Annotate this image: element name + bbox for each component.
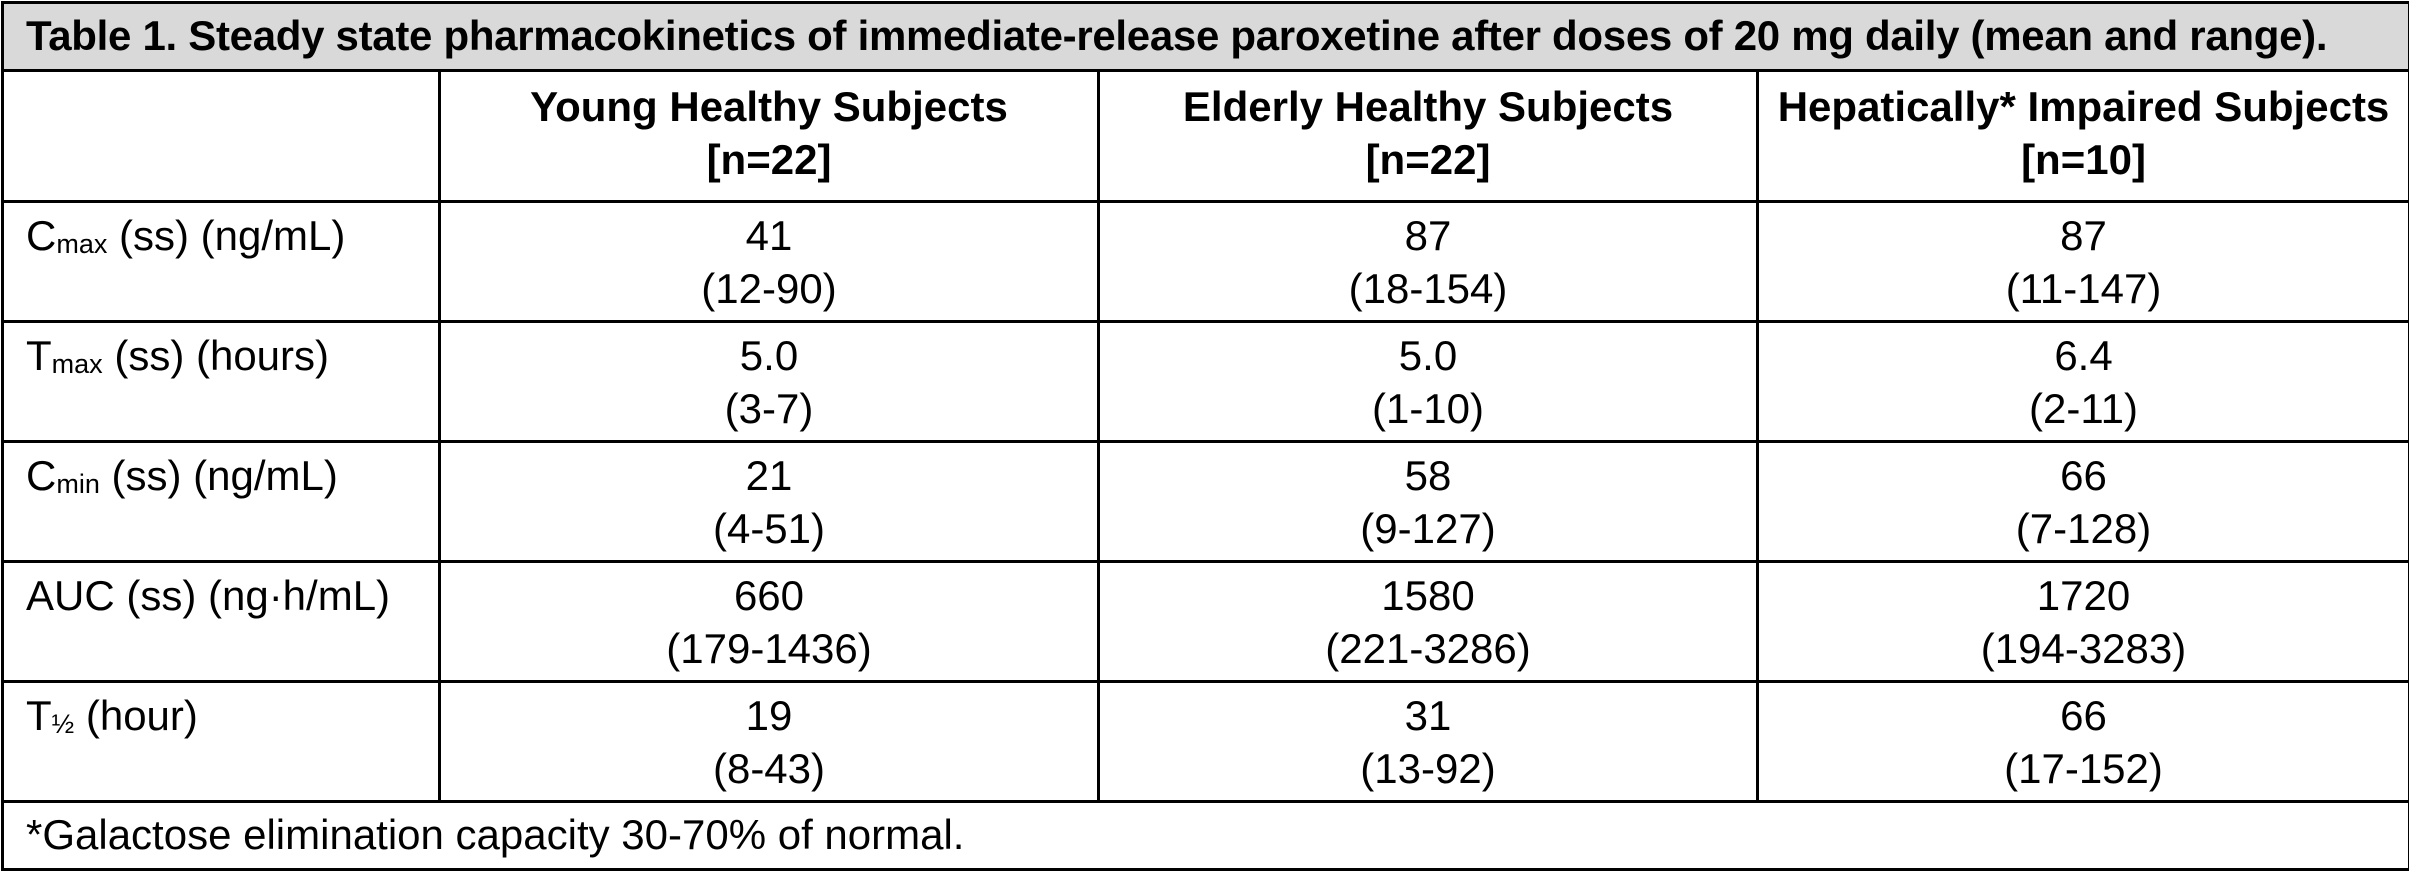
table-cell: 1580(221-3286) bbox=[1099, 562, 1758, 682]
cell-mean: 31 bbox=[1100, 689, 1756, 742]
label-main: AUC (ss) (ng·h/mL) bbox=[26, 572, 390, 619]
cell-range: (221-3286) bbox=[1100, 622, 1756, 675]
cell-range: (194-3283) bbox=[1759, 622, 2408, 675]
cell-mean: 41 bbox=[441, 209, 1097, 262]
cell-range: (11-147) bbox=[1759, 262, 2408, 315]
caption-row: Table 1. Steady state pharmacokinetics o… bbox=[3, 3, 2409, 71]
cell-range: (17-152) bbox=[1759, 742, 2408, 795]
table-caption: Table 1. Steady state pharmacokinetics o… bbox=[3, 3, 2409, 71]
table-cell: 5.0(1-10) bbox=[1099, 322, 1758, 442]
column-n: [n=10] bbox=[1759, 133, 2408, 186]
cell-range: (1-10) bbox=[1100, 382, 1756, 435]
cell-mean: 66 bbox=[1759, 449, 2408, 502]
header-row: Young Healthy Subjects [n=22] Elderly He… bbox=[3, 71, 2409, 202]
row-label-auc: AUC (ss) (ng·h/mL) bbox=[3, 562, 440, 682]
table-cell: 58(9-127) bbox=[1099, 442, 1758, 562]
cell-range: (8-43) bbox=[441, 742, 1097, 795]
table-cell: 6.4(2-11) bbox=[1758, 322, 2409, 442]
cell-mean: 5.0 bbox=[441, 329, 1097, 382]
label-rest: (ss) (ng/mL) bbox=[100, 452, 338, 499]
table-cell: 87(11-147) bbox=[1758, 202, 2409, 322]
table-cell: 66(7-128) bbox=[1758, 442, 2409, 562]
label-main: C bbox=[26, 212, 56, 259]
column-header-elderly: Elderly Healthy Subjects [n=22] bbox=[1099, 71, 1758, 202]
label-main: T bbox=[26, 692, 52, 739]
label-rest: (ss) (ng/mL) bbox=[107, 212, 345, 259]
table-row: Cmin (ss) (ng/mL) 21(4-51) 58(9-127) 66(… bbox=[3, 442, 2409, 562]
cell-mean: 660 bbox=[441, 569, 1097, 622]
cell-mean: 21 bbox=[441, 449, 1097, 502]
column-n: [n=22] bbox=[1100, 133, 1756, 186]
table-cell: 1720(194-3283) bbox=[1758, 562, 2409, 682]
cell-mean: 19 bbox=[441, 689, 1097, 742]
column-title: Young Healthy Subjects bbox=[441, 80, 1097, 133]
label-subscript: min bbox=[56, 469, 100, 499]
table-cell: 66(17-152) bbox=[1758, 682, 2409, 802]
table-row: Cmax (ss) (ng/mL) 41(12-90) 87(18-154) 8… bbox=[3, 202, 2409, 322]
cell-range: (3-7) bbox=[441, 382, 1097, 435]
cell-mean: 66 bbox=[1759, 689, 2408, 742]
label-subscript: ½ bbox=[52, 709, 75, 739]
table-cell: 19(8-43) bbox=[440, 682, 1099, 802]
column-header-hepatic: Hepatically* Impaired Subjects [n=10] bbox=[1758, 71, 2409, 202]
table-cell: 660(179-1436) bbox=[440, 562, 1099, 682]
label-main: T bbox=[26, 332, 52, 379]
column-header-young: Young Healthy Subjects [n=22] bbox=[440, 71, 1099, 202]
column-title: Hepatically* Impaired Subjects bbox=[1759, 80, 2408, 133]
cell-mean: 6.4 bbox=[1759, 329, 2408, 382]
cell-range: (2-11) bbox=[1759, 382, 2408, 435]
cell-range: (12-90) bbox=[441, 262, 1097, 315]
column-title: Elderly Healthy Subjects bbox=[1100, 80, 1756, 133]
row-label-thalf: T½ (hour) bbox=[3, 682, 440, 802]
cell-range: (7-128) bbox=[1759, 502, 2408, 555]
table-cell: 41(12-90) bbox=[440, 202, 1099, 322]
table-cell: 87(18-154) bbox=[1099, 202, 1758, 322]
label-main: C bbox=[26, 452, 56, 499]
cell-mean: 87 bbox=[1759, 209, 2408, 262]
cell-range: (4-51) bbox=[441, 502, 1097, 555]
label-rest: (ss) (hours) bbox=[103, 332, 329, 379]
label-subscript: max bbox=[52, 349, 103, 379]
table-row: AUC (ss) (ng·h/mL) 660(179-1436) 1580(22… bbox=[3, 562, 2409, 682]
cell-mean: 1720 bbox=[1759, 569, 2408, 622]
table-footnote: *Galactose elimination capacity 30-70% o… bbox=[3, 802, 2409, 870]
cell-range: (18-154) bbox=[1100, 262, 1756, 315]
cell-mean: 87 bbox=[1100, 209, 1756, 262]
cell-range: (13-92) bbox=[1100, 742, 1756, 795]
table-cell: 21(4-51) bbox=[440, 442, 1099, 562]
table-row: Tmax (ss) (hours) 5.0(3-7) 5.0(1-10) 6.4… bbox=[3, 322, 2409, 442]
header-blank-cell bbox=[3, 71, 440, 202]
cell-mean: 5.0 bbox=[1100, 329, 1756, 382]
table-cell: 5.0(3-7) bbox=[440, 322, 1099, 442]
label-rest: (hour) bbox=[74, 692, 198, 739]
table-cell: 31(13-92) bbox=[1099, 682, 1758, 802]
table-row: T½ (hour) 19(8-43) 31(13-92) 66(17-152) bbox=[3, 682, 2409, 802]
cell-mean: 58 bbox=[1100, 449, 1756, 502]
cell-range: (179-1436) bbox=[441, 622, 1097, 675]
cell-range: (9-127) bbox=[1100, 502, 1756, 555]
row-label-tmax: Tmax (ss) (hours) bbox=[3, 322, 440, 442]
label-subscript: max bbox=[56, 229, 107, 259]
row-label-cmin: Cmin (ss) (ng/mL) bbox=[3, 442, 440, 562]
column-n: [n=22] bbox=[441, 133, 1097, 186]
cell-mean: 1580 bbox=[1100, 569, 1756, 622]
footnote-row: *Galactose elimination capacity 30-70% o… bbox=[3, 802, 2409, 870]
row-label-cmax: Cmax (ss) (ng/mL) bbox=[3, 202, 440, 322]
